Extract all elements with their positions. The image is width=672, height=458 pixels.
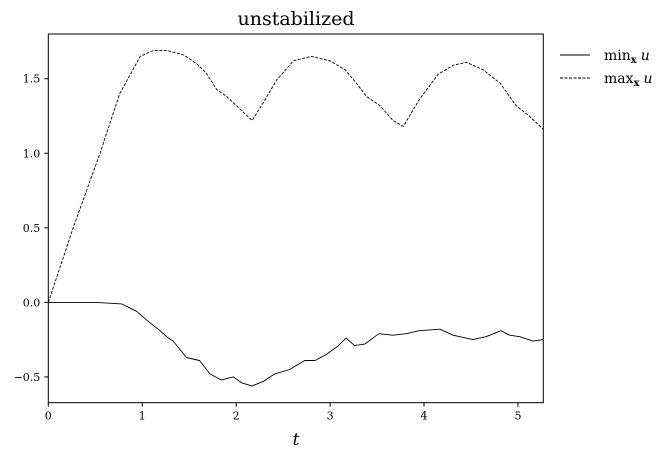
x-tick-label: 1	[139, 410, 146, 423]
y-tick-label: 1.0	[23, 147, 41, 160]
legend-op: min	[604, 48, 631, 64]
y-tick-label: 1.5	[23, 73, 41, 86]
legend-var: u	[641, 48, 650, 64]
y-axis: −0.5 0.0 0.5 1.0 1.5	[14, 73, 49, 384]
x-axis-label: t	[293, 430, 300, 450]
y-tick-label: −0.5	[14, 371, 41, 384]
x-tick-label: 4	[421, 410, 428, 423]
legend-subscript: x	[631, 55, 638, 66]
legend-op: max	[604, 71, 634, 87]
legend-label: minx u	[604, 48, 650, 66]
plot-area	[47, 49, 544, 387]
axes-frame	[47, 33, 544, 404]
x-tick-label: 0	[45, 410, 52, 423]
legend-subscript: x	[634, 78, 641, 89]
legend-var: u	[644, 71, 653, 87]
x-tick-label: 2	[233, 410, 240, 423]
x-tick-label: 3	[327, 410, 334, 423]
y-tick-label: 0.5	[23, 222, 41, 235]
y-tick-label: 0.0	[23, 296, 41, 309]
legend-label: maxx u	[604, 71, 653, 89]
x-tick-label: 5	[514, 410, 521, 423]
series-line-min	[48, 301, 544, 387]
x-axis: 0 1 2 3 4 5	[45, 402, 521, 423]
chart-title: unstabilized	[238, 8, 355, 30]
series-line-max	[47, 49, 544, 303]
